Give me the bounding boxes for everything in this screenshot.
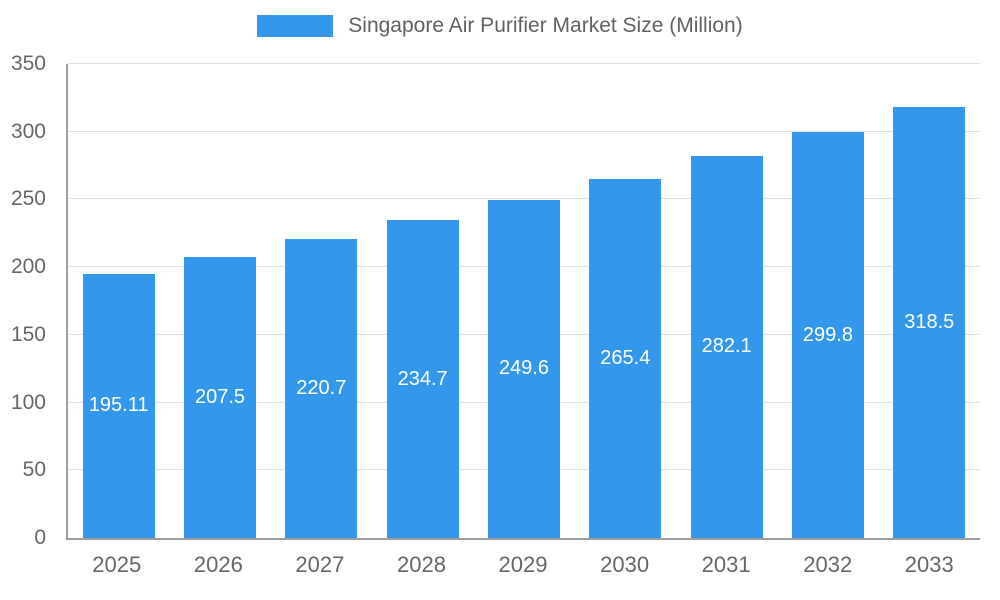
y-axis-tick-labels: 0 50 100 150 200 250 300 350 bbox=[0, 52, 56, 549]
x-tick-label-2028: 2028 bbox=[396, 552, 446, 577]
y-tick-label-200: 200 bbox=[10, 255, 46, 279]
bar-slot-2031: 282.1 bbox=[676, 64, 777, 538]
bar-2033[interactable]: 318.5 bbox=[893, 106, 966, 538]
x-axis-tick-labels: 2025 2026 2027 2028 2029 2030 2031 2032 2033 bbox=[66, 552, 980, 578]
bars-container: 195.11 207.5 220.7 234.7 249.6 265.4 282.1 299.… bbox=[68, 64, 980, 538]
bar-value-label: 220.7 bbox=[296, 377, 347, 400]
bar-slot-2029: 249.6 bbox=[473, 64, 574, 538]
bar-slot-2033: 318.5 bbox=[879, 64, 980, 538]
y-tick-label-100: 100 bbox=[10, 390, 46, 414]
bar-2027[interactable]: 220.7 bbox=[285, 239, 358, 538]
bar-value-label: 249.6 bbox=[498, 357, 549, 380]
bar-2028[interactable]: 234.7 bbox=[386, 220, 459, 538]
bar-2029[interactable]: 249.6 bbox=[488, 199, 560, 538]
x-tick-label-2026: 2026 bbox=[193, 552, 243, 577]
x-tick-label-2030: 2030 bbox=[600, 552, 650, 577]
y-tick-label-350: 350 bbox=[10, 52, 46, 75]
bar-2025[interactable]: 195.11 bbox=[82, 273, 155, 538]
y-tick-label-150: 150 bbox=[10, 322, 46, 346]
bar-value-label: 207.5 bbox=[194, 386, 246, 408]
bar-value-label: 234.7 bbox=[397, 367, 448, 390]
y-tick-label-250: 250 bbox=[10, 187, 46, 211]
bar-slot-2027: 220.7 bbox=[271, 64, 372, 538]
bar-value-label: 195.11 bbox=[88, 394, 149, 417]
chart-title: Singapore Air Purifier Market Size (Mill… bbox=[348, 14, 743, 37]
x-tick-label-2025: 2025 bbox=[92, 552, 142, 577]
bar-slot-2025: 195.11 bbox=[68, 64, 169, 538]
bar-2026[interactable]: 207.5 bbox=[184, 257, 256, 538]
bar-slot-2032: 299.8 bbox=[777, 64, 878, 538]
x-tick-label-2032: 2032 bbox=[803, 552, 853, 577]
bar-2032[interactable]: 299.8 bbox=[791, 132, 864, 538]
y-tick-label-0: 0 bbox=[34, 526, 46, 549]
legend-swatch bbox=[257, 15, 334, 37]
bar-value-label: 265.4 bbox=[600, 346, 651, 369]
x-tick-label-2031: 2031 bbox=[701, 552, 751, 577]
bar-slot-2028: 234.7 bbox=[372, 64, 473, 538]
gridline-300 bbox=[68, 130, 980, 132]
bar-slot-2030: 265.4 bbox=[575, 64, 676, 538]
chart-legend[interactable]: Singapore Air Purifier Market Size (Mill… bbox=[0, 14, 1000, 38]
bar-2031[interactable]: 282.1 bbox=[690, 155, 763, 538]
bar-2030[interactable]: 265.4 bbox=[589, 178, 662, 538]
x-tick-label-2033: 2033 bbox=[904, 552, 954, 577]
x-tick-label-2027: 2027 bbox=[295, 552, 345, 577]
bar-value-label: 318.5 bbox=[904, 310, 955, 333]
bar-slot-2026: 207.5 bbox=[169, 64, 270, 538]
y-tick-label-50: 50 bbox=[22, 458, 46, 482]
gridline-350 bbox=[68, 63, 980, 64]
x-tick-label-2029: 2029 bbox=[498, 552, 548, 577]
y-tick-label-300: 300 bbox=[10, 119, 46, 143]
gridline-250 bbox=[68, 198, 980, 200]
bar-value-label: 299.8 bbox=[802, 323, 853, 346]
plot-area: 195.11 207.5 220.7 234.7 249.6 265.4 282.1 299.… bbox=[66, 63, 980, 540]
bar-value-label: 282.1 bbox=[701, 335, 752, 358]
